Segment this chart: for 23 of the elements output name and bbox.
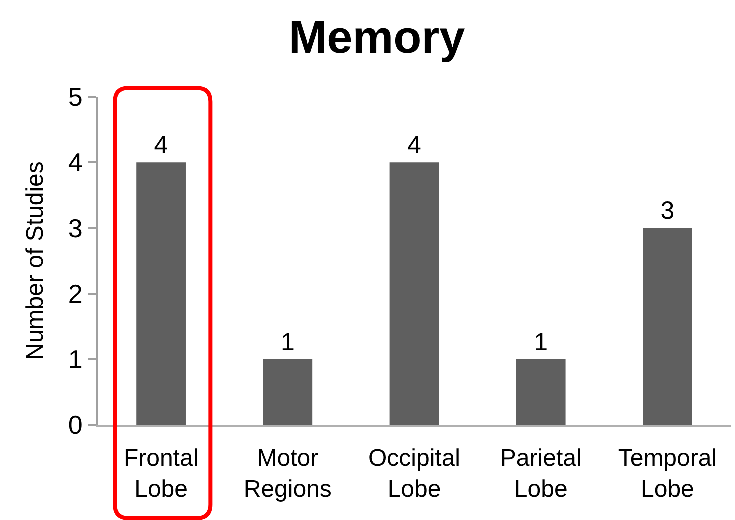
bar — [516, 359, 566, 425]
bar — [390, 162, 440, 425]
y-tick-label: 2 — [68, 278, 83, 309]
chart-title: Memory — [288, 11, 466, 64]
data-label: 1 — [280, 328, 295, 356]
data-label: 3 — [660, 197, 675, 226]
bar — [643, 228, 692, 425]
x-tick-label: Parietal Lobe — [500, 444, 582, 503]
x-tick-label: Temporal Lobe — [618, 444, 718, 503]
data-label: 1 — [534, 328, 548, 356]
y-axis-title: Number of Studies — [22, 162, 49, 360]
bar — [263, 359, 313, 425]
y-tick-label: 0 — [68, 410, 83, 440]
data-label: 4 — [408, 132, 422, 160]
x-tick-label: Occipital Lobe — [368, 444, 461, 503]
x-tick-label: Frontal Lobe — [124, 444, 199, 503]
y-tick-label: 4 — [68, 148, 83, 178]
y-tick-label: 3 — [68, 213, 83, 244]
bar — [136, 162, 186, 425]
data-label: 4 — [154, 132, 168, 160]
y-tick-label: 1 — [68, 344, 83, 374]
x-tick-label: Motor Regions — [244, 444, 332, 503]
y-tick-label: 5 — [68, 82, 83, 112]
